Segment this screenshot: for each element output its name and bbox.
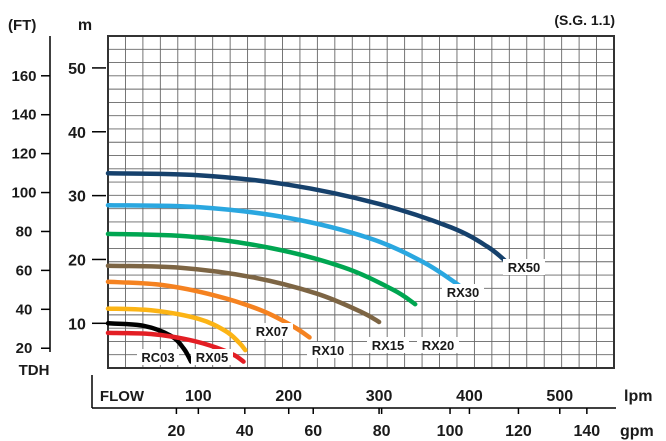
curve-label-bg-rx50 — [503, 259, 545, 275]
curve-label-bg-rx07 — [251, 323, 293, 339]
x-tick-gpm: 60 — [304, 423, 322, 440]
x-tick-gpm: 100 — [437, 423, 464, 440]
curve-label-bg-rx05 — [191, 349, 233, 365]
curve-rx15 — [105, 263, 382, 325]
y-tick-m: 40 — [68, 125, 86, 142]
x-tick-lpm: 500 — [546, 388, 573, 405]
curve-label-bg-rx20 — [417, 337, 459, 353]
curve-label-rx30: RX30 — [447, 285, 480, 300]
curves — [105, 171, 510, 364]
curve-label-rx15: RX15 — [372, 338, 405, 353]
x-tick-lpm: 400 — [456, 388, 483, 405]
y-tick-ft: 40 — [16, 301, 33, 318]
x-tick-lpm: 300 — [366, 388, 393, 405]
curve-rx07 — [105, 306, 248, 353]
y-tick-ft: 120 — [11, 146, 36, 163]
x-tick-gpm: 120 — [505, 423, 532, 440]
curve-rx50 — [105, 171, 510, 265]
x-tick-gpm: 40 — [236, 423, 254, 440]
x-tick-lpm: 200 — [275, 388, 302, 405]
curve-label-bg-rx15 — [367, 337, 409, 353]
y-tick-m: 20 — [68, 252, 86, 269]
ylabel-m: m — [78, 17, 92, 34]
y-tick-ft: 160 — [11, 68, 36, 85]
x-tick-lpm: 100 — [185, 388, 212, 405]
curve-label-rx20: RX20 — [422, 338, 455, 353]
curve-label-bg-rc03 — [137, 349, 179, 365]
y-tick-ft: 60 — [16, 262, 33, 279]
y-tick-m: 50 — [68, 61, 86, 78]
x-tick-gpm: 80 — [373, 423, 391, 440]
plot-frame — [107, 35, 615, 369]
x-tick-gpm: 140 — [574, 423, 601, 440]
flow-label: FLOW — [100, 388, 145, 405]
curve-label-rx10: RX10 — [312, 343, 345, 358]
tdh-label: TDH — [19, 362, 50, 379]
curve-label-rx07: RX07 — [256, 324, 289, 339]
curve-label-bg-rx30 — [442, 284, 484, 300]
curve-rx10 — [105, 279, 312, 340]
xlabel-lpm: lpm — [624, 388, 652, 405]
specific-gravity-note: (S.G. 1.1) — [554, 12, 615, 28]
ylabel-ft: (FT) — [8, 17, 36, 34]
y-tick-ft: 140 — [11, 107, 36, 124]
y-tick-ft: 100 — [11, 185, 36, 202]
y-tick-ft: 80 — [16, 223, 33, 240]
curve-rx05 — [105, 330, 246, 364]
curve-label-bg-rx10 — [307, 342, 349, 358]
curve-rx20 — [105, 231, 418, 307]
y-tick-m: 10 — [68, 316, 86, 333]
x-tick-gpm: 20 — [168, 423, 186, 440]
curve-label-rc03: RC03 — [141, 350, 174, 365]
grid — [108, 36, 614, 368]
curve-label-rx05: RX05 — [196, 350, 229, 365]
y-tick-m: 30 — [68, 189, 86, 206]
curve-rx30 — [105, 202, 463, 289]
xlabel-gpm: gpm — [620, 423, 654, 440]
curve-label-rx50: RX50 — [508, 260, 541, 275]
y-tick-ft: 20 — [16, 340, 33, 357]
